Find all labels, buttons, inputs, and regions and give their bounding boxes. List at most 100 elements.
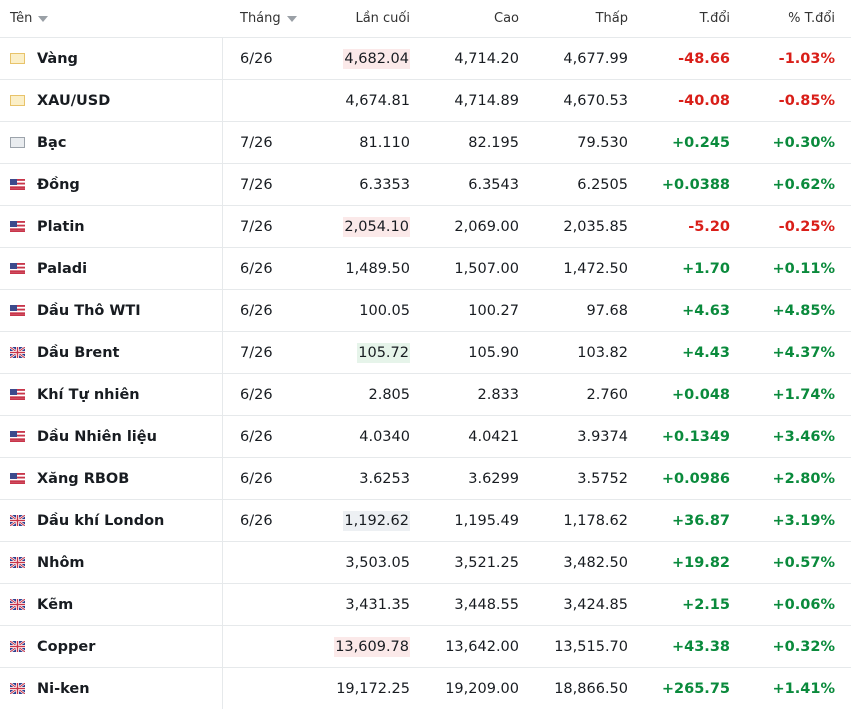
instrument-name: Paladi <box>37 260 88 277</box>
instrument-cell[interactable]: Dầu khí London <box>10 500 215 541</box>
price-value: 3,448.55 <box>454 596 519 613</box>
data-row[interactable]: Platin 7/26 2,054.10 2,069.00 2,035.85 -5.20 -… <box>0 206 851 248</box>
column-header[interactable]: % T.đổi <box>740 0 835 37</box>
column-header[interactable]: Cao <box>420 0 519 37</box>
price-value: 4,670.53 <box>563 92 628 109</box>
instrument-name: Khí Tự nhiên <box>37 386 140 403</box>
price-value: 6.3353 <box>359 176 410 193</box>
value-cell: 2.833 <box>420 374 519 415</box>
value-cell: 1,489.50 <box>300 248 410 289</box>
change-value: +36.87 <box>671 512 730 529</box>
instrument-cell[interactable]: Paladi <box>10 248 215 289</box>
flag-icon <box>10 221 25 232</box>
column-header[interactable]: Thấp <box>530 0 628 37</box>
instrument-name: Platin <box>37 218 85 235</box>
price-value: 13,515.70 <box>554 638 628 655</box>
instrument-cell[interactable]: Đồng <box>10 164 215 205</box>
data-row[interactable]: Dầu Brent 7/26 105.72 105.90 103.82 +4.43 +4.3… <box>0 332 851 374</box>
price-value: 4,682.04 <box>343 48 410 69</box>
data-row[interactable]: Dầu Thô WTI 6/26 100.05 100.27 97.68 +4.63 +4.… <box>0 290 851 332</box>
column-header[interactable]: Lần cuối <box>300 0 410 37</box>
data-row[interactable]: Kẽm 3,431.35 3,448.55 3,424.85 +2.15 +0.06% <box>0 584 851 626</box>
instrument-cell[interactable]: Khí Tự nhiên <box>10 374 215 415</box>
value-cell: 3,424.85 <box>530 584 628 625</box>
instrument-cell[interactable]: Vàng <box>10 38 215 79</box>
price-value: 4.0340 <box>359 428 410 445</box>
price-value: 6.2505 <box>577 176 628 193</box>
price-value: 1,178.62 <box>563 512 628 529</box>
price-value: 13,642.00 <box>445 638 519 655</box>
header-text: Tên <box>10 11 33 26</box>
value-cell: +0.245 <box>635 122 730 163</box>
value-cell: 6/26 <box>240 290 320 331</box>
price-value: 3.6253 <box>359 470 410 487</box>
column-header[interactable]: Tháng <box>240 0 320 37</box>
data-row[interactable]: Đồng 7/26 6.3353 6.3543 6.2505 +0.0388 +0.62% <box>0 164 851 206</box>
change-value: +0.0388 <box>661 176 730 193</box>
price-value: 3,503.05 <box>345 554 410 571</box>
instrument-name: Dầu Thô WTI <box>37 302 141 319</box>
data-row[interactable]: Copper 13,609.78 13,642.00 13,515.70 +43.38 +… <box>0 626 851 668</box>
instrument-cell[interactable]: Copper <box>10 626 215 667</box>
value-cell: 79.530 <box>530 122 628 163</box>
change-value: -40.08 <box>678 92 730 109</box>
instrument-cell[interactable]: Platin <box>10 206 215 247</box>
change-value: +0.30% <box>772 134 835 151</box>
instrument-cell[interactable]: Nhôm <box>10 542 215 583</box>
column-header[interactable]: Tên <box>10 0 215 37</box>
value-cell: +0.06% <box>740 584 835 625</box>
sort-caret[interactable] <box>38 15 49 22</box>
change-value: +4.37% <box>772 344 835 361</box>
change-value: +4.63 <box>682 302 730 319</box>
flag-icon <box>10 641 25 652</box>
column-header[interactable]: T.đổi <box>635 0 730 37</box>
data-row[interactable]: Dầu Nhiên liệu 6/26 4.0340 4.0421 3.9374 +0.1… <box>0 416 851 458</box>
sort-caret[interactable] <box>286 15 297 22</box>
value-cell: 105.72 <box>300 332 410 373</box>
contract-month: 6/26 <box>240 470 273 487</box>
value-cell: 7/26 <box>240 122 320 163</box>
change-value: -0.85% <box>778 92 835 109</box>
price-value: 103.82 <box>577 344 628 361</box>
value-cell: +265.75 <box>635 668 730 709</box>
instrument-cell[interactable]: Ni-ken <box>10 668 215 709</box>
value-cell: 4.0421 <box>420 416 519 457</box>
instrument-cell[interactable]: Dầu Thô WTI <box>10 290 215 331</box>
price-value: 82.195 <box>468 134 519 151</box>
data-row[interactable]: Nhôm 3,503.05 3,521.25 3,482.50 +19.82 +0.57% <box>0 542 851 584</box>
change-value: +0.0986 <box>661 470 730 487</box>
value-cell: +0.0388 <box>635 164 730 205</box>
data-row[interactable]: Xăng RBOB 6/26 3.6253 3.6299 3.5752 +0.0986 +2… <box>0 458 851 500</box>
contract-month: 6/26 <box>240 260 273 277</box>
value-cell: 13,642.00 <box>420 626 519 667</box>
data-row[interactable]: Dầu khí London 6/26 1,192.62 1,195.49 1,178.… <box>0 500 851 542</box>
value-cell: +0.11% <box>740 248 835 289</box>
instrument-cell[interactable]: Bạc <box>10 122 215 163</box>
change-value: +265.75 <box>661 680 730 697</box>
instrument-cell[interactable]: Dầu Nhiên liệu <box>10 416 215 457</box>
value-cell: -0.85% <box>740 80 835 121</box>
price-value: 97.68 <box>586 302 628 319</box>
value-cell: 3,448.55 <box>420 584 519 625</box>
data-row[interactable]: XAU/USD 4,674.81 4,714.89 4,670.53 -40.08 -0.… <box>0 80 851 122</box>
data-row[interactable]: Vàng 6/26 4,682.04 4,714.20 4,677.99 -48.66 -1… <box>0 38 851 80</box>
change-value: +0.11% <box>772 260 835 277</box>
data-row[interactable]: Ni-ken 19,172.25 19,209.00 18,866.50 +265.75… <box>0 668 851 709</box>
price-value: 3,424.85 <box>563 596 628 613</box>
instrument-cell[interactable]: Xăng RBOB <box>10 458 215 499</box>
contract-month: 6/26 <box>240 386 273 403</box>
data-row[interactable]: Khí Tự nhiên 6/26 2.805 2.833 2.760 +0.048 +1.… <box>0 374 851 416</box>
value-cell: 1,507.00 <box>420 248 519 289</box>
value-cell: +0.0986 <box>635 458 730 499</box>
instrument-name: Dầu khí London <box>37 512 165 529</box>
contract-month: 6/26 <box>240 302 273 319</box>
price-value: 3,431.35 <box>345 596 410 613</box>
instrument-cell[interactable]: Dầu Brent <box>10 332 215 373</box>
value-cell: 6/26 <box>240 500 320 541</box>
instrument-cell[interactable]: Kẽm <box>10 584 215 625</box>
instrument-name: Dầu Nhiên liệu <box>37 428 157 445</box>
data-row[interactable]: Bạc 7/26 81.110 82.195 79.530 +0.245 +0.30% <box>0 122 851 164</box>
instrument-cell[interactable]: XAU/USD <box>10 80 215 121</box>
data-row[interactable]: Paladi 6/26 1,489.50 1,507.00 1,472.50 +1.70 +… <box>0 248 851 290</box>
value-cell: +43.38 <box>635 626 730 667</box>
